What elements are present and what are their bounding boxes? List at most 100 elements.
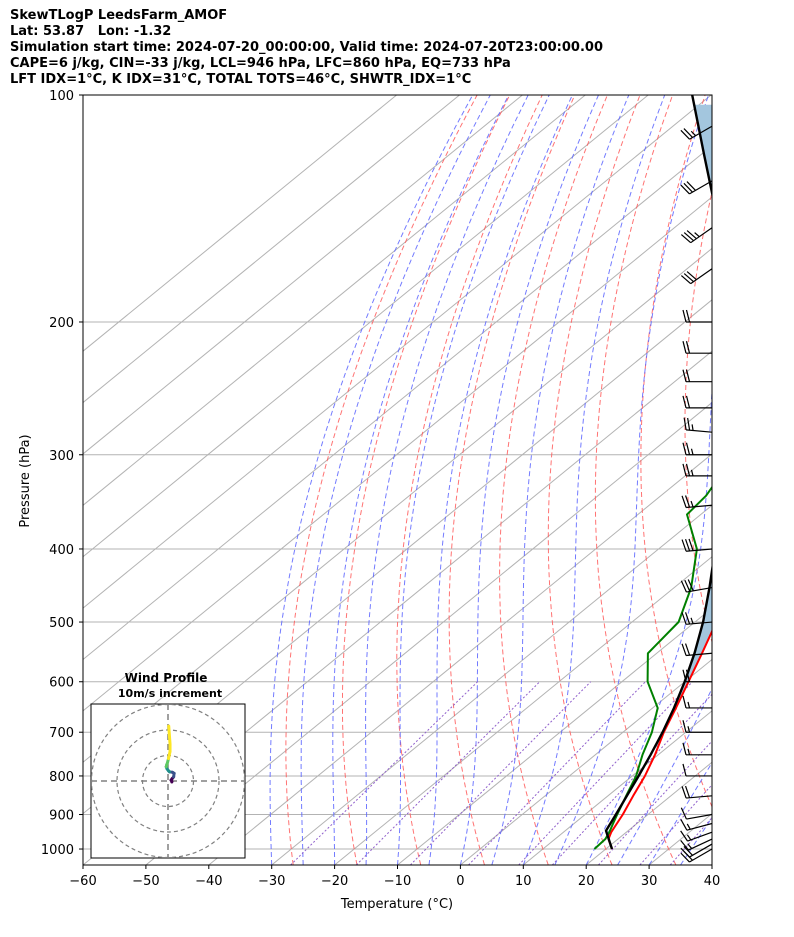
isotherm-line (648, 812, 712, 865)
isotherm-line (522, 710, 712, 865)
wind-barb (682, 763, 712, 777)
moist-adiabat-line (585, 383, 712, 865)
wind-barb (682, 695, 712, 709)
y-tick-label: 200 (49, 316, 74, 331)
dry-adiabat-line (728, 95, 794, 865)
dry-adiabat-line (448, 95, 576, 865)
moist-adiabat-line (648, 761, 712, 865)
y-tick-label: 300 (49, 449, 74, 464)
isotherm-line (208, 453, 712, 865)
isotherm-line (460, 658, 712, 865)
dry-adiabat-line (547, 95, 641, 865)
isotherm-line (83, 145, 712, 661)
wind-barb (680, 843, 713, 858)
wind-barbs (680, 125, 713, 863)
mixing-ratio-line (518, 681, 693, 865)
mixing-ratio-line (669, 817, 712, 865)
x-axis-label: Temperature (°C) (340, 897, 453, 912)
isotherm-line (83, 95, 586, 506)
x-tick-label: −30 (258, 874, 285, 889)
moist-adiabat-line (491, 95, 630, 865)
dry-adiabat-line (285, 95, 478, 865)
isotherm-line (775, 95, 794, 865)
y-tick-label: 400 (49, 543, 74, 558)
y-tick-label: 800 (49, 770, 74, 785)
dry-adiabat-line (341, 95, 511, 865)
wind-barb (680, 848, 713, 863)
background-lines (83, 95, 794, 865)
dewpoint-profile-line (593, 485, 712, 850)
y-tick-label: 900 (49, 809, 74, 824)
moist-adiabat-line (522, 95, 666, 865)
moist-adiabat-line (300, 95, 491, 865)
y-axis-label: Pressure (hPa) (18, 434, 33, 527)
mixing-ratio-line (355, 681, 541, 865)
wind-barb (680, 125, 713, 140)
wind-barb (682, 341, 712, 354)
isotherm-line (83, 95, 523, 455)
moist-adiabat-line (397, 95, 550, 865)
isotherm-line (83, 95, 649, 558)
wind-barb (680, 579, 713, 593)
profile-lines (593, 95, 712, 850)
cape-shading (654, 104, 712, 748)
mixing-ratio-line (410, 681, 592, 865)
x-tick-label: −20 (321, 874, 348, 889)
plot-area (82, 94, 794, 866)
wind-barb (680, 227, 713, 244)
y-tick-label: 500 (49, 616, 74, 631)
wind-barb (681, 495, 713, 509)
mixing-ratio-line (468, 681, 646, 865)
isotherm-line (83, 95, 397, 352)
moist-adiabat-line (365, 95, 529, 865)
thermo-indices-line: LFT IDX=1°C, K IDX=31°C, TOTAL TOTS=46°C… (10, 72, 472, 87)
moist-adiabat-line (332, 95, 510, 865)
moist-adiabat-line (711, 864, 712, 865)
isotherm-line (145, 401, 712, 865)
x-tick-label: −10 (384, 874, 411, 889)
wind-barb (682, 669, 712, 683)
x-tick-label: 0 (456, 874, 464, 889)
y-tick-label: 700 (49, 726, 74, 741)
isotherm-line (271, 504, 712, 865)
time-line: Simulation start time: 2024-07-20_00:00:… (10, 40, 603, 55)
x-tick-label: 30 (641, 874, 658, 889)
wind-barb (682, 369, 712, 383)
wind-barb (681, 612, 713, 625)
wind-barb (680, 838, 713, 851)
hodograph-title: Wind Profile (125, 671, 208, 685)
wind-barb (681, 785, 713, 799)
isotherm-line (334, 556, 712, 865)
mixing-ratio-line (639, 784, 712, 865)
moist-adiabat-line (459, 95, 599, 865)
x-tick-label: −50 (132, 874, 159, 889)
mixing-ratio-line (551, 693, 712, 865)
moist-adiabat-line (269, 95, 474, 865)
parcel-profile-line (604, 95, 712, 850)
wind-barb (682, 742, 712, 756)
axes: Temperature (°C) Pressure (hPa) −60 −50 −4… (18, 89, 720, 912)
temperature-profile-line (607, 629, 712, 850)
x-tick-label: −60 (69, 874, 96, 889)
hodograph-plot (91, 704, 245, 858)
y-tick-label: 1000 (41, 843, 74, 858)
hodograph-inset: Wind Profile 10m/s increment (90, 671, 246, 859)
wind-barb (682, 395, 712, 409)
stability-indices-line: CAPE=6 j/kg, CIN=-33 j/kg, LCL=946 hPa, … (10, 56, 511, 71)
dry-adiabat-line (499, 95, 608, 865)
dry-adiabat-line (640, 95, 712, 808)
chart-title: SkewTLogP LeedsFarm_AMOF (10, 8, 228, 23)
wind-barb (682, 463, 712, 477)
wind-barb (680, 830, 713, 842)
mixing-ratio-line (598, 740, 712, 865)
moist-adiabat-line (680, 816, 712, 865)
mixing-ratio-line (290, 681, 478, 865)
wind-barb (682, 309, 712, 323)
x-tick-label: 20 (578, 874, 595, 889)
isotherm-line (83, 95, 712, 609)
y-tick-label: 600 (49, 676, 74, 691)
dry-adiabat-line (594, 95, 677, 865)
wind-barb (682, 720, 712, 733)
wind-barb (681, 643, 713, 657)
